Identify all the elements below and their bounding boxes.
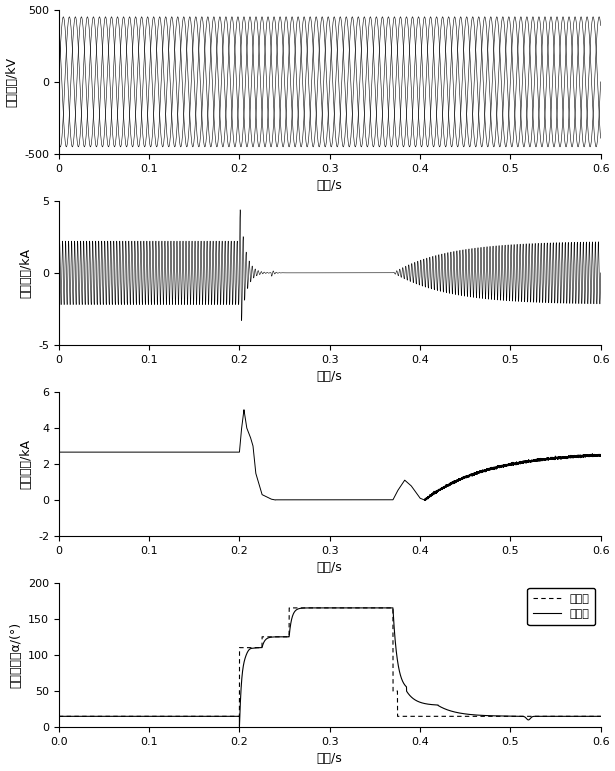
X-axis label: 时间/s: 时间/s bbox=[317, 370, 343, 383]
Y-axis label: 交流电压/kV: 交流电压/kV bbox=[6, 57, 18, 107]
X-axis label: 时间/s: 时间/s bbox=[317, 752, 343, 766]
Y-axis label: 触发延迟角α/(°): 触发延迟角α/(°) bbox=[9, 622, 22, 688]
X-axis label: 时间/s: 时间/s bbox=[317, 180, 343, 193]
Y-axis label: 阀侧电流/kA: 阀侧电流/kA bbox=[20, 247, 33, 298]
Y-axis label: 直流电流/kA: 直流电流/kA bbox=[20, 439, 33, 489]
Legend: 目标値, 测量値: 目标値, 测量値 bbox=[528, 588, 595, 625]
X-axis label: 时间/s: 时间/s bbox=[317, 561, 343, 574]
